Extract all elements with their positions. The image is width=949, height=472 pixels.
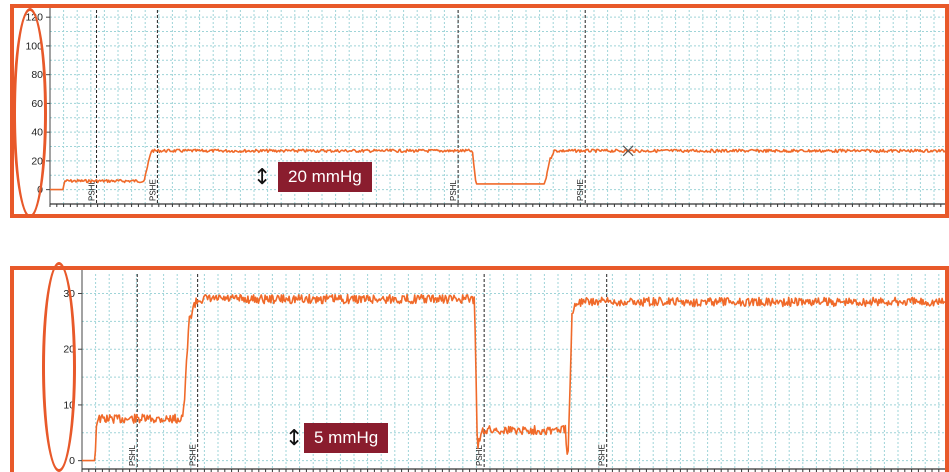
- event-marker-label: PSHL: [449, 180, 458, 201]
- y-tick-label: 10: [63, 399, 75, 411]
- y-tick-label: 30: [63, 288, 75, 300]
- pressure-chart-bottom: 0 10 20 30 PSHL PSHE PSHL PSHE ↕ 5 mmHg: [10, 266, 949, 472]
- y-tick-label: 100: [25, 40, 43, 52]
- pressure-trace: [50, 148, 945, 191]
- grid: [49, 10, 945, 205]
- scale-badge-bottom: 5 mmHg: [304, 423, 389, 453]
- y-tick-label: 0: [69, 455, 75, 467]
- y-tick-label: 60: [31, 98, 43, 110]
- event-marker-label: PSHE: [148, 179, 157, 201]
- grid: [81, 274, 945, 469]
- pressure-chart-top: 0 20 40 60 80 100 120 PSHL PSHE PSHL PSHE ↕ 20 mmH…: [10, 4, 949, 218]
- y-tick-label: 20: [31, 155, 43, 167]
- chart-top-svg: 0 20 40 60 80 100 120 PSHL PSHE PSHL PSHE: [25, 8, 945, 207]
- event-marker-label: PSHL: [88, 180, 97, 201]
- event-marker-label: PSHE: [189, 444, 198, 466]
- y-tick-label: 0: [37, 184, 43, 196]
- pressure-trace: [82, 293, 945, 462]
- cross-marker-icon: [622, 145, 634, 157]
- event-marker-label: PSHL: [128, 445, 137, 466]
- y-tick-label: 40: [31, 127, 43, 139]
- scale-badge-top: 20 mmHg: [278, 162, 372, 192]
- event-marker-label: PSHE: [598, 444, 607, 466]
- scale-arrow-icon: ↕: [253, 165, 272, 190]
- y-tick-label: 20: [63, 344, 75, 356]
- event-marker-label: PSHL: [475, 445, 484, 466]
- scale-arrow-icon: ↕: [285, 426, 304, 451]
- y-tick-label: 80: [31, 69, 43, 81]
- event-marker-label: PSHE: [576, 179, 585, 201]
- chart-bottom-svg: 0 10 20 30 PSHL PSHE PSHL PSHE: [63, 270, 945, 472]
- y-tick-label: 120: [25, 12, 43, 24]
